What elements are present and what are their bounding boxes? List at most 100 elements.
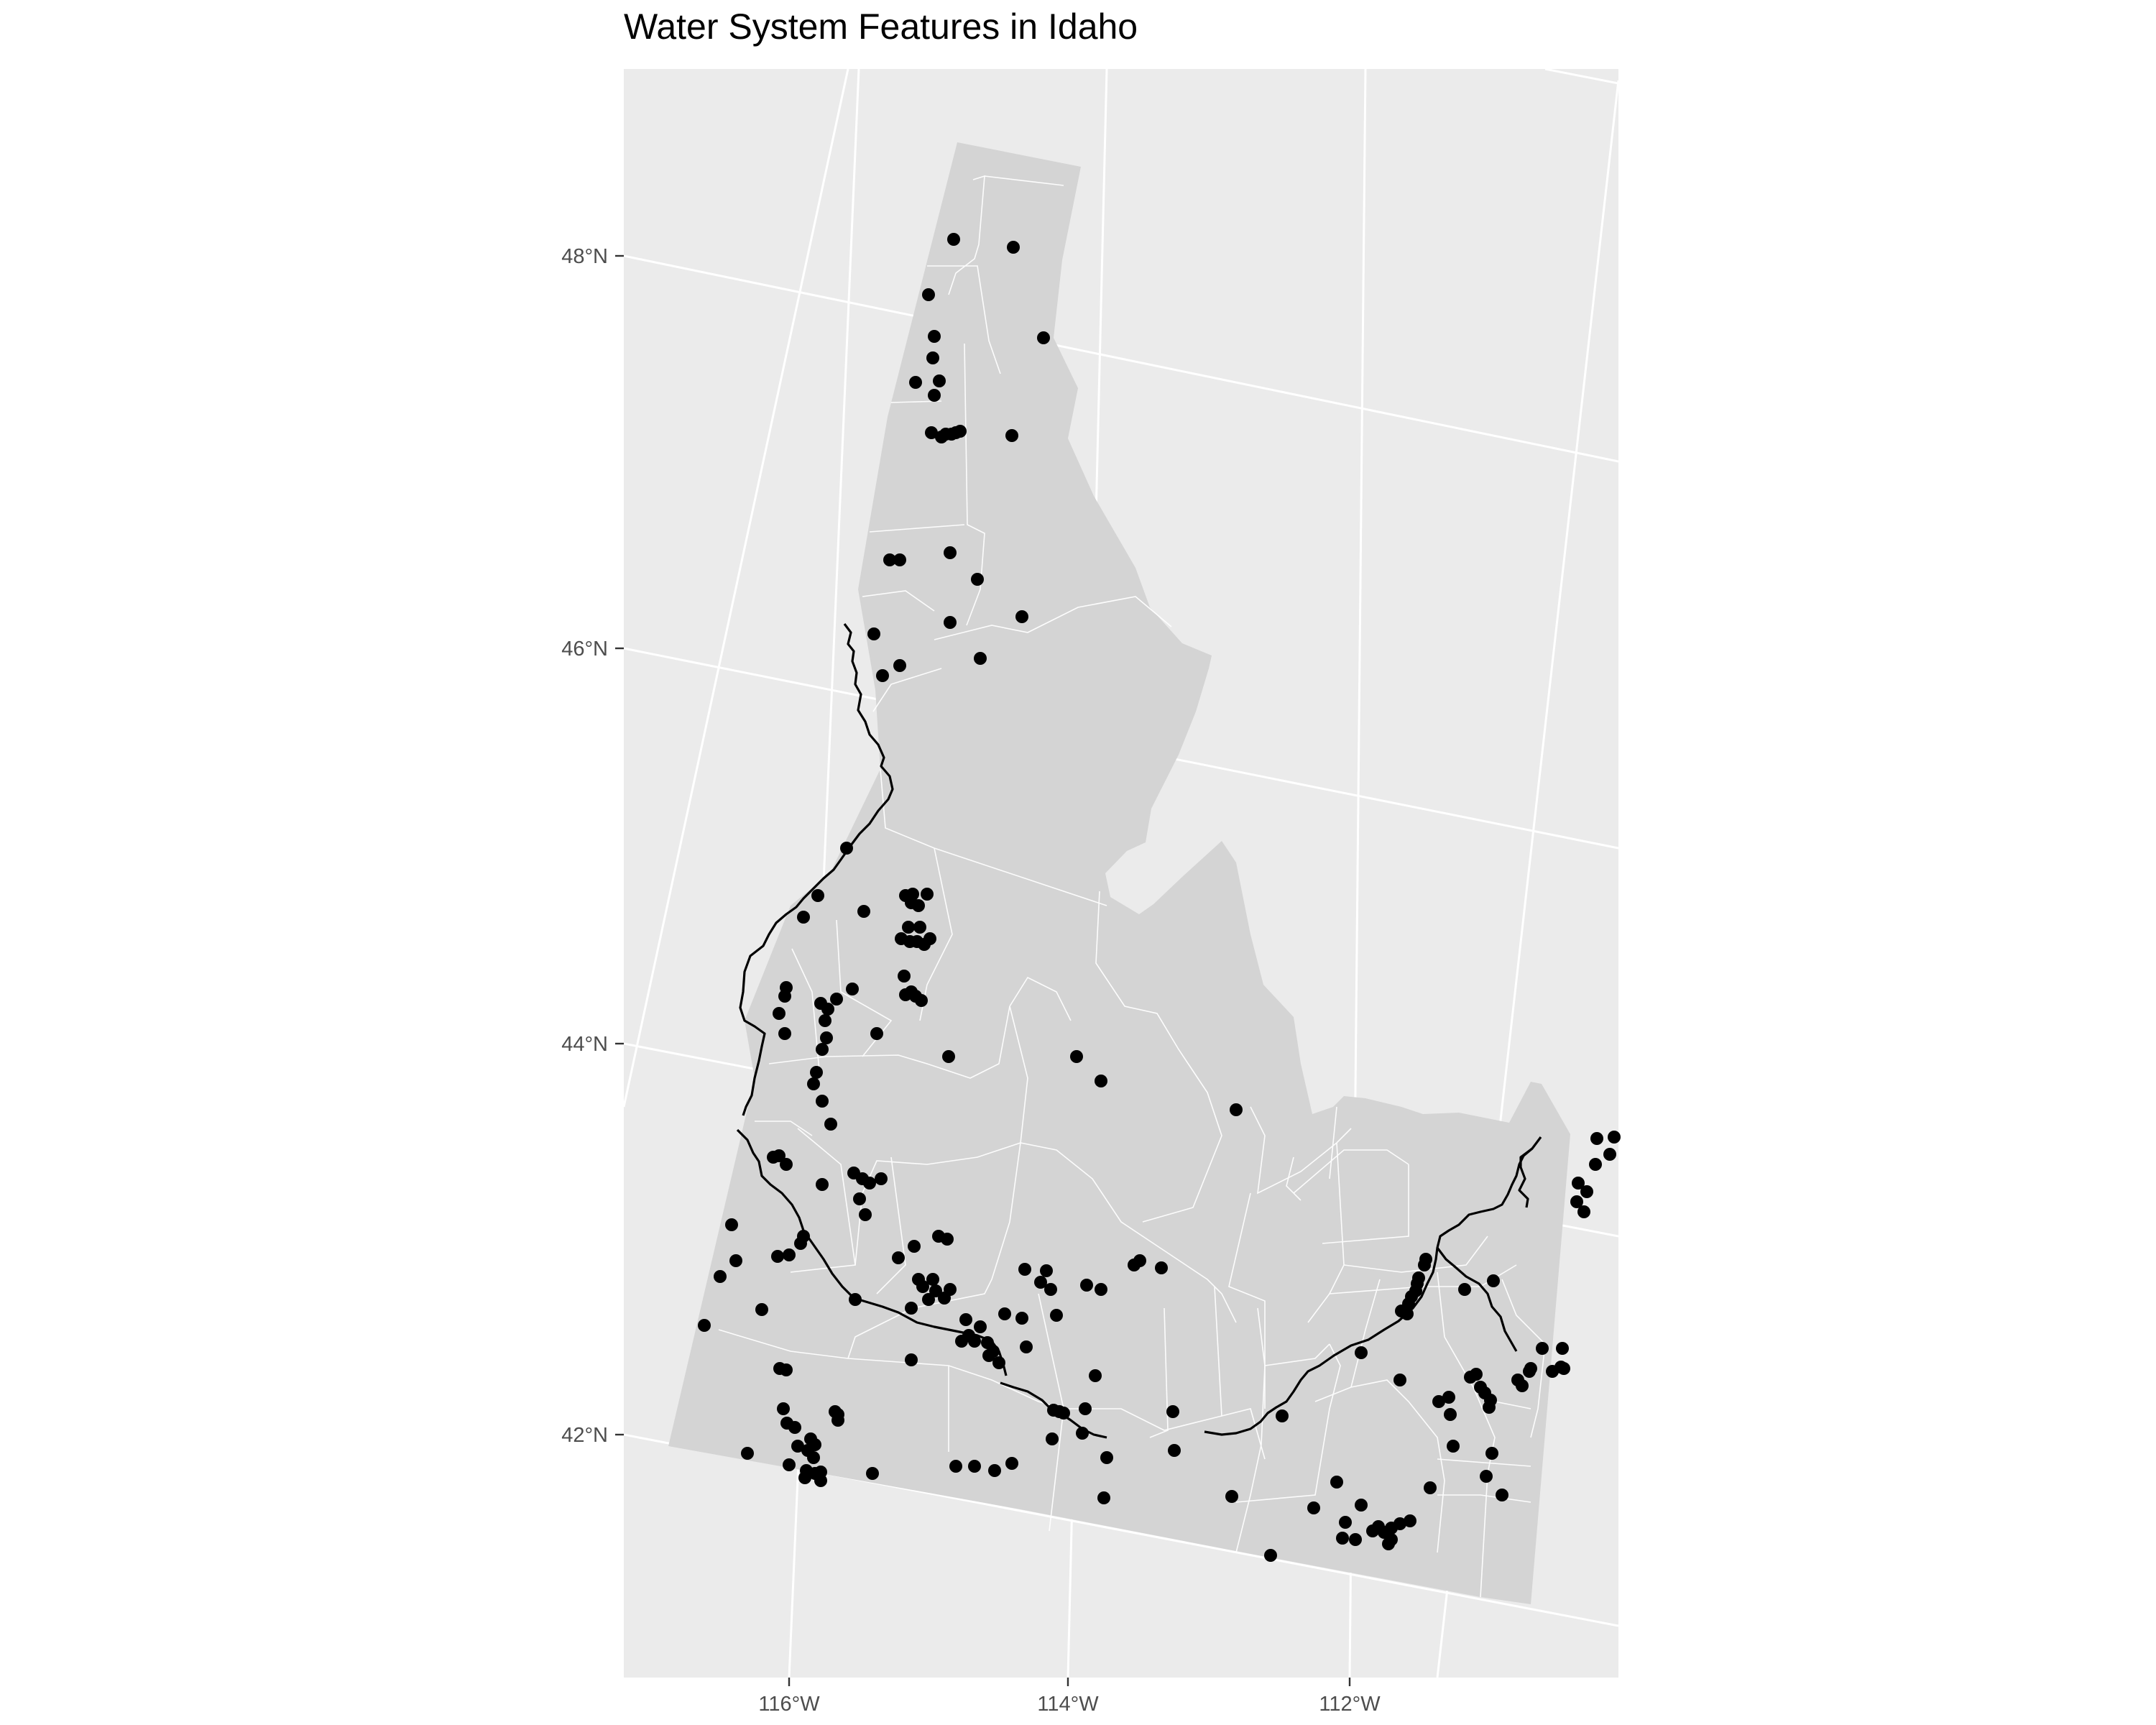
water-system-point: [1393, 1517, 1406, 1530]
water-system-point: [1057, 1407, 1070, 1420]
water-system-point: [893, 659, 906, 672]
water-system-point: [918, 938, 931, 951]
rivers: [736, 623, 1542, 1439]
water-system-point: [1168, 1444, 1181, 1457]
water-system-point: [1015, 610, 1028, 623]
water-system-point: [808, 1438, 821, 1451]
water-system-point: [955, 1335, 968, 1348]
water-system-point: [909, 376, 922, 389]
water-system-point: [908, 1240, 921, 1253]
water-system-point: [1572, 1177, 1585, 1190]
water-system-point: [773, 1007, 786, 1020]
water-system-point: [913, 921, 926, 934]
water-system-point: [1546, 1365, 1559, 1378]
gridline-lat-48: [624, 254, 1618, 463]
water-system-point: [819, 1014, 831, 1027]
water-system-point: [944, 1283, 957, 1296]
water-system-point: [783, 1458, 796, 1471]
water-system-point: [974, 652, 987, 665]
water-system-point: [898, 970, 911, 983]
water-system-point: [1018, 1263, 1031, 1276]
water-system-point: [729, 1254, 742, 1267]
water-system-point: [821, 1003, 834, 1016]
water-system-point: [1339, 1516, 1352, 1529]
water-system-point: [1419, 1253, 1432, 1266]
water-system-point: [846, 983, 859, 995]
water-system-point: [1603, 1148, 1616, 1161]
water-system-point: [1166, 1405, 1179, 1418]
water-system-point: [1336, 1532, 1349, 1545]
water-system-point: [807, 1077, 820, 1090]
water-system-points: [698, 233, 1621, 1562]
water-system-point: [922, 288, 935, 301]
water-system-point: [780, 1158, 793, 1171]
water-system-point: [1097, 1491, 1110, 1504]
water-system-point: [820, 1031, 833, 1044]
water-system-point: [807, 1451, 820, 1464]
water-system-point: [1349, 1533, 1362, 1546]
water-system-point: [1570, 1195, 1583, 1208]
water-system-point: [1480, 1470, 1493, 1483]
y-tick-label-48: 48°N: [561, 245, 608, 268]
water-system-point: [954, 425, 967, 438]
water-system-point: [1079, 1402, 1092, 1415]
water-system-point: [883, 553, 896, 566]
water-system-point: [944, 546, 957, 559]
x-tick-label-114: 114°W: [1037, 1693, 1099, 1716]
water-system-point: [1556, 1342, 1569, 1355]
water-system-point: [922, 1293, 935, 1306]
water-system-point: [998, 1307, 1011, 1320]
water-system-point: [1037, 331, 1050, 344]
water-system-point: [1447, 1440, 1460, 1453]
water-system-point: [915, 994, 928, 1007]
water-system-point: [1007, 241, 1020, 254]
water-system-point: [947, 233, 960, 246]
water-system-point: [942, 1050, 955, 1063]
water-system-point: [929, 1284, 942, 1297]
water-system-point: [944, 616, 957, 629]
water-system-point: [1089, 1369, 1102, 1382]
water-system-point: [974, 1320, 987, 1333]
county-boundaries: [718, 175, 1546, 1598]
x-tick-label-112: 112°W: [1319, 1693, 1381, 1716]
water-system-point: [1040, 1264, 1053, 1277]
water-system-point: [853, 1192, 866, 1205]
water-system-point: [755, 1303, 768, 1316]
water-system-point: [1225, 1490, 1238, 1503]
water-system-point: [798, 1471, 811, 1484]
water-system-point: [892, 1251, 905, 1264]
water-system-point: [968, 1335, 981, 1348]
x-tick-label-116: 116°W: [758, 1693, 820, 1716]
water-system-point: [1496, 1489, 1508, 1501]
water-system-point: [1590, 1132, 1603, 1145]
water-system-point: [816, 1043, 829, 1056]
gridline-lat-49: [1544, 69, 1618, 85]
water-system-point: [1095, 1283, 1107, 1296]
snake-river-east: [1204, 1136, 1542, 1436]
water-system-point: [1608, 1131, 1621, 1144]
y-axis: 48°N 46°N 44°N 42°N: [561, 245, 624, 1447]
water-system-point: [941, 1233, 954, 1246]
page-title: Water System Features in Idaho: [624, 6, 1138, 47]
water-system-point: [1095, 1075, 1107, 1087]
water-system-point: [1442, 1391, 1455, 1404]
water-system-point: [1020, 1340, 1033, 1353]
water-system-point: [1050, 1309, 1063, 1322]
water-system-point: [1424, 1481, 1437, 1494]
water-system-point: [1076, 1427, 1089, 1440]
water-system-point: [1483, 1401, 1496, 1414]
water-system-point: [916, 1280, 929, 1293]
water-system-point: [1276, 1409, 1289, 1422]
water-system-point: [1264, 1549, 1277, 1562]
y-tick-label-46: 46°N: [561, 638, 608, 661]
water-system-point: [866, 1467, 879, 1480]
water-system-point: [893, 553, 906, 566]
water-system-point: [1128, 1259, 1141, 1271]
water-system-point: [1155, 1261, 1168, 1274]
water-system-point: [741, 1447, 754, 1460]
water-system-point: [928, 330, 941, 343]
water-system-point: [778, 990, 791, 1003]
water-system-point: [1307, 1501, 1320, 1514]
water-system-point: [777, 1402, 790, 1415]
water-system-point: [1230, 1103, 1243, 1116]
